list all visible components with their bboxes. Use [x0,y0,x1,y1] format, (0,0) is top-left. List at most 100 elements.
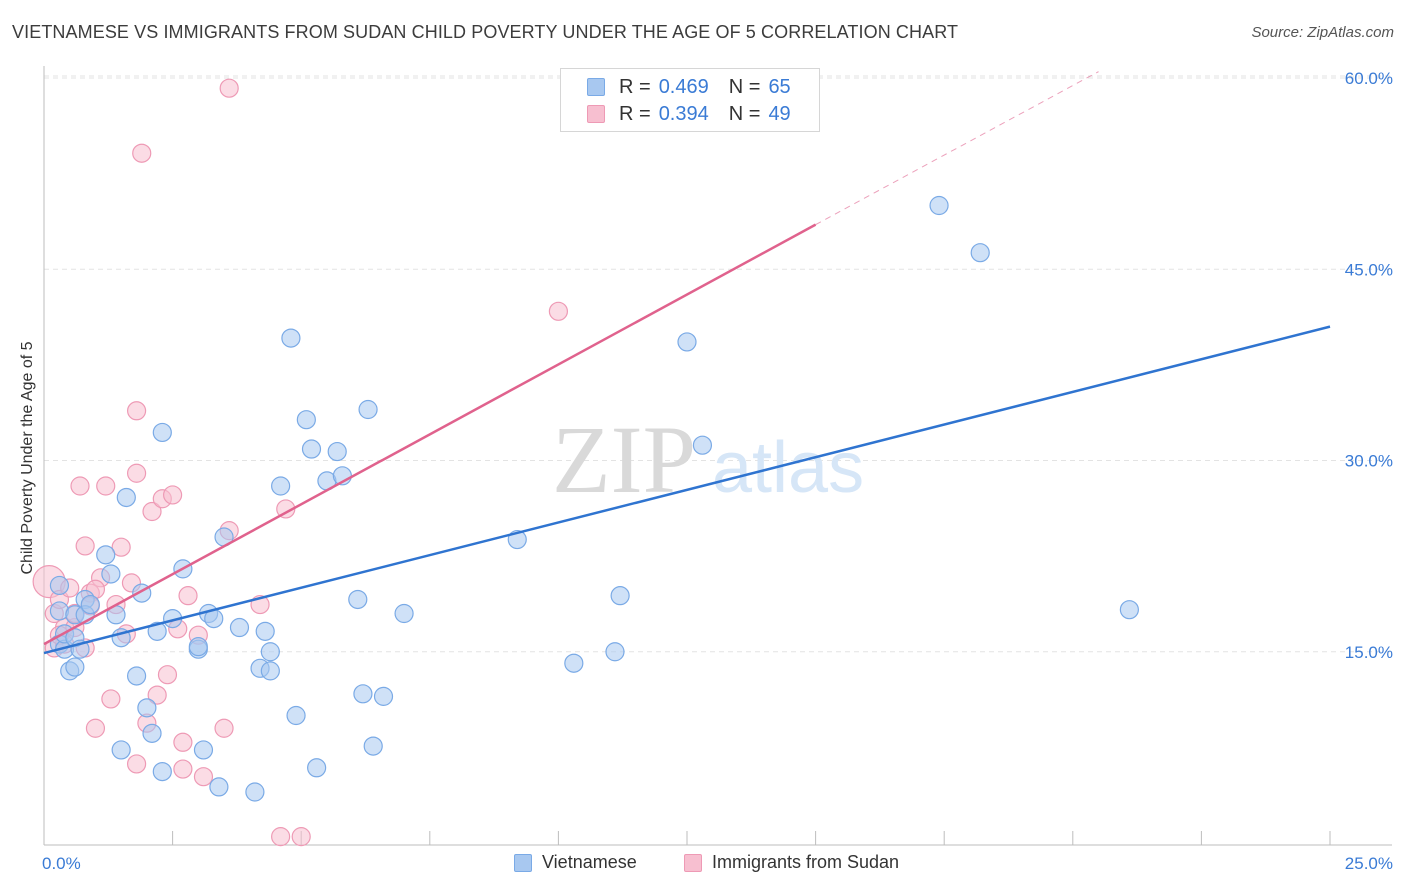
vietnamese-point [101,564,121,584]
vietnamese-point [152,761,172,782]
r-label: R = [619,102,651,125]
source-label: Source: ZipAtlas.com [1251,24,1394,41]
sudan-point [126,401,147,421]
n-value: 65 [768,75,791,98]
sudan-point [157,665,178,685]
series-legend: Vietnamese Immigrants from Sudan [0,852,1406,878]
vietnamese-point [1119,600,1139,620]
vietnamese-point [373,686,394,706]
vietnamese-point [49,575,70,596]
watermark-atlas: atlas [712,428,864,508]
vietnamese-point [188,637,208,657]
sudan-point [548,301,569,321]
vietnamese-point [193,740,214,760]
vietnamese-point [260,642,280,662]
vietnamese-point [394,603,414,624]
blue-swatch-icon [514,853,532,872]
vietnamese-point [301,439,322,459]
n-value: 49 [768,102,791,125]
sudan-point [111,537,131,557]
sudan-point [101,689,121,709]
sudan-point [173,732,193,752]
vietnamese-point [142,723,162,743]
vietnamese-point [126,666,147,686]
vietnamese-point [111,740,131,760]
vietnamese-point [271,476,291,496]
vietnamese-point [260,661,280,681]
vietnamese-point [152,422,172,443]
correlation-legend: R = 0.469 N = 65 R = 0.394 N = 49 [560,68,820,132]
sudan-point [147,685,167,705]
sudan-point [163,485,183,505]
sudan-point [126,463,147,483]
sudan-point [126,754,147,774]
trend-lines [43,71,1331,655]
pink-swatch-icon [587,105,605,123]
x-tick-label: 25.0% [1345,854,1393,873]
series-vietnamese-points [49,195,1139,802]
sudan-point [193,767,214,787]
legend-row-vietnamese: R = 0.469 N = 65 [587,75,791,99]
vietnamese-point [281,328,301,348]
legend-item-vietnamese[interactable]: Vietnamese [514,852,637,873]
vietnamese-point [353,684,373,704]
n-label: N = [728,75,761,98]
legend-item-sudan[interactable]: Immigrants from Sudan [684,852,899,873]
sudan-point [96,476,116,496]
vietnamese-point [327,441,347,462]
watermark-zip: ZIP [552,406,696,513]
vietnamese-point [970,243,990,263]
vietnamese-point [229,617,250,638]
vietnamese-point [80,594,100,615]
r-value: 0.469 [658,75,709,98]
sudan-point [75,536,95,556]
legend-row-sudan: R = 0.394 N = 49 [587,102,791,126]
y-tick-label: 45.0% [1345,260,1393,279]
legend-label-vietnamese: Vietnamese [542,852,637,872]
sudan-point [173,759,193,779]
chart-title: VIETNAMESE VS IMMIGRANTS FROM SUDAN CHIL… [12,22,959,42]
vietnamese-point [363,736,383,756]
vietnamese-point [116,487,136,508]
vietnamese-point [307,758,327,778]
y-tick-label: 60.0% [1345,69,1393,88]
watermark: ZIP atlas [552,406,864,513]
n-label: N = [728,102,761,125]
sudan-point [70,476,90,496]
vietnamese-point [286,705,306,726]
pink-swatch-icon [684,853,702,872]
r-label: R = [619,75,651,98]
vietnamese-point [96,545,116,565]
vietnamese-point [245,782,265,802]
vietnamese-point [610,586,630,606]
sudan-point [85,718,106,738]
sudan-point [291,827,311,847]
sudan-trend-extension [815,71,1099,226]
vietnamese-point [296,410,316,430]
vietnamese-point [209,777,229,797]
y-tick-label: 15.0% [1345,643,1393,662]
vietnamese-point [147,621,167,641]
sudan-point [178,586,198,606]
vietnamese-point [692,435,713,455]
axes [43,66,1392,846]
vietnamese-point [255,621,275,641]
vietnamese-point [358,399,378,420]
sudan-point [271,827,291,847]
vietnamese-point [677,332,697,352]
blue-swatch-icon [587,78,605,96]
sudan-point [132,143,152,163]
tick-labels: 15.0% 30.0% 45.0% 60.0% 0.0% 25.0% [42,69,1393,873]
vietnamese-point [605,642,625,662]
vietnamese-point [564,653,584,673]
vietnamese-trend-line [43,325,1331,655]
legend-label-sudan: Immigrants from Sudan [712,852,900,872]
vietnamese-point [929,195,949,216]
y-tick-label: 30.0% [1345,452,1393,471]
vietnamese-point [137,698,157,718]
gridlines [44,75,1392,653]
sudan-point [214,718,234,738]
x-tick-label: 0.0% [42,854,81,873]
sudan-trend-line [43,223,817,646]
